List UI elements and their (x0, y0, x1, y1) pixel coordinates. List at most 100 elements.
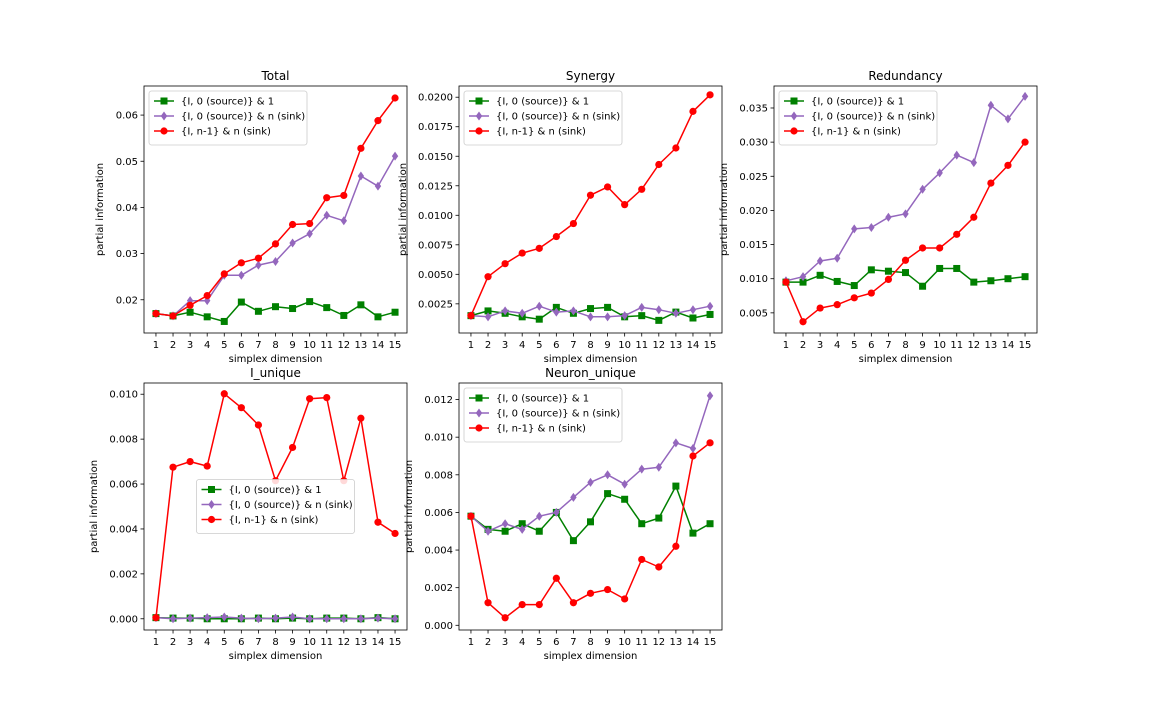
x-tick-label: 9 (919, 340, 925, 351)
x-tick-label: 12 (967, 340, 980, 351)
data-point (169, 312, 177, 320)
legend-marker (790, 127, 798, 135)
data-point (586, 191, 595, 199)
data-point (254, 421, 263, 429)
y-tick-label: 0.02 (116, 295, 138, 306)
legend-entry-2: {I, 0 (source)} & n (sink) (201, 500, 353, 511)
x-tick-label: 12 (652, 340, 665, 351)
y-tick-label: 0.03 (116, 249, 138, 260)
data-point (323, 614, 330, 624)
x-tick-label: 5 (221, 637, 227, 648)
y-tick-label: 0.030 (739, 138, 768, 149)
x-tick-label: 6 (238, 637, 244, 648)
data-point (587, 518, 594, 526)
data-point (851, 224, 858, 234)
data-point (689, 529, 697, 537)
data-point (638, 185, 646, 193)
legend-entry-3: {I, n-1} & n (sink) (469, 424, 586, 435)
x-tick-label: 4 (519, 340, 525, 351)
series-3 (467, 91, 714, 320)
x-tick-label: 1 (468, 637, 474, 648)
data-point (706, 91, 714, 99)
y-tick-label: 0.04 (116, 203, 138, 214)
data-point (536, 301, 543, 311)
data-point (867, 266, 875, 274)
legend-entry-1: {I, 0 (source)} & 1 (154, 97, 274, 108)
x-tick-label: 8 (587, 340, 593, 351)
x-tick-label: 5 (851, 340, 857, 351)
data-point (638, 302, 645, 312)
y-axis-label: partial information (719, 163, 730, 256)
y-tick-label: 0.0200 (418, 93, 453, 104)
y-tick-label: 0.0150 (418, 152, 453, 163)
data-point (501, 306, 509, 316)
x-tick-label: 15 (389, 340, 402, 351)
data-point (357, 171, 365, 181)
data-point (323, 194, 331, 202)
data-point (220, 390, 228, 398)
x-tick-label: 15 (1019, 340, 1032, 351)
data-point (604, 470, 611, 480)
y-tick-label: 0.015 (739, 240, 768, 251)
legend-marker (790, 111, 798, 121)
data-point (467, 312, 475, 320)
data-point (884, 267, 892, 275)
data-point (604, 303, 612, 311)
legend: {I, 0 (source)} & 1 {I, 0 (source)} & n (… (196, 479, 355, 534)
data-point (289, 305, 297, 313)
data-point (271, 240, 280, 248)
data-point (587, 477, 594, 487)
x-tick-label: 12 (337, 340, 350, 351)
data-point (672, 308, 680, 318)
data-point (237, 259, 245, 267)
data-point (672, 144, 680, 152)
y-tick-label: 0.012 (424, 395, 453, 406)
data-point (306, 614, 313, 624)
data-point (655, 316, 663, 324)
data-point (552, 303, 560, 311)
data-point (1004, 161, 1012, 169)
y-tick-label: 0.0125 (418, 181, 453, 192)
chart-title: Redundancy (868, 69, 942, 83)
data-point (902, 269, 909, 277)
data-point (867, 289, 875, 297)
legend-marker (207, 515, 216, 524)
legend-entry-3: {I, n-1} & n (sink) (201, 515, 319, 526)
data-point (672, 482, 680, 490)
data-point (553, 307, 560, 317)
x-tick-label: 1 (153, 340, 159, 351)
data-point (203, 613, 211, 623)
data-point (570, 306, 577, 316)
data-point (169, 463, 177, 471)
x-tick-label: 3 (502, 637, 508, 648)
data-point (289, 612, 296, 622)
legend-entry-1: {I, 0 (source)} & 1 (201, 485, 322, 496)
data-point (901, 256, 910, 264)
legend-marker (475, 424, 483, 432)
legend-label: {I, n-1} & n (sink) (181, 127, 271, 138)
data-point (936, 244, 944, 252)
legend-label: {I, 0 (source)} & 1 (181, 97, 274, 108)
data-point (357, 301, 365, 309)
x-tick-label: 3 (187, 637, 193, 648)
data-point (672, 542, 680, 550)
data-point (374, 117, 382, 125)
legend-entry-2: {I, 0 (source)} & n (sink) (154, 111, 305, 123)
x-tick-label: 1 (153, 637, 159, 648)
x-tick-label: 7 (255, 637, 261, 648)
legend-marker (160, 97, 168, 105)
data-point (237, 298, 245, 306)
data-point (467, 512, 475, 520)
data-point (621, 201, 629, 209)
legend-entry-1: {I, 0 (source)} & 1 (469, 97, 589, 108)
series-3 (782, 138, 1029, 326)
data-point (799, 318, 807, 326)
x-tick-label: 15 (704, 637, 717, 648)
data-point (306, 219, 314, 228)
y-tick-label: 0.05 (116, 157, 138, 168)
data-point (391, 94, 399, 102)
data-point (518, 308, 526, 318)
chart-title: Synergy (566, 69, 615, 83)
data-point (706, 391, 714, 401)
